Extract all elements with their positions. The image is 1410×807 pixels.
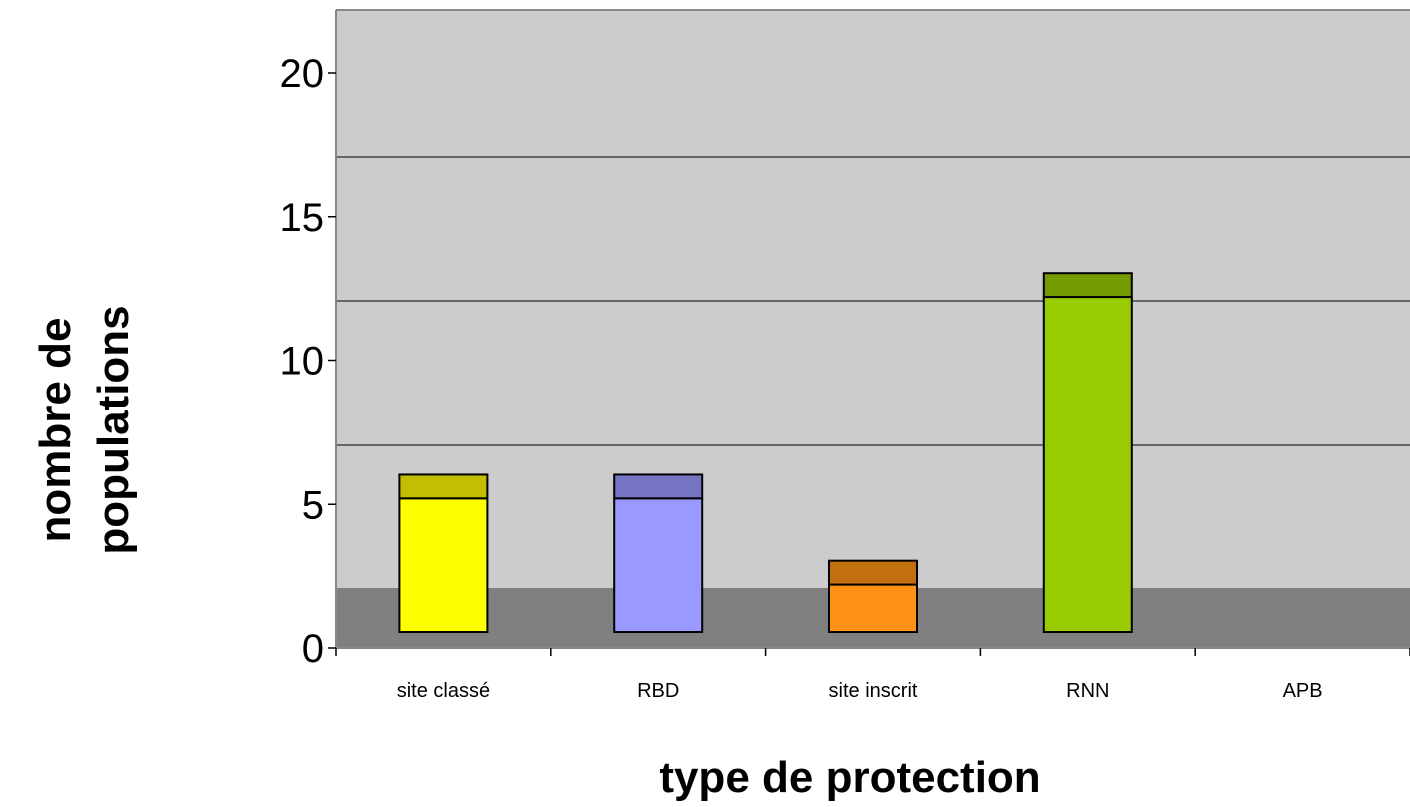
y-axis-title-line: populations — [89, 305, 138, 554]
bar-segment-lower-1 — [613, 497, 704, 633]
bar-segment-upper-3 — [1042, 272, 1133, 299]
bar-segment-upper-2 — [828, 559, 918, 586]
y-axis-title: nombre de populations — [31, 305, 138, 554]
x-category-label: APB — [1283, 680, 1323, 702]
x-category-label: RBD — [637, 680, 679, 702]
y-tick-label: 10 — [280, 340, 325, 384]
x-category-label: site classé — [397, 680, 490, 702]
bar-segment-lower-2 — [828, 583, 918, 633]
x-category-label: RNN — [1066, 680, 1109, 702]
y-tick-label: 20 — [280, 52, 325, 96]
bar-segment-lower-3 — [1042, 296, 1133, 633]
x-category-label: site inscrit — [829, 680, 918, 702]
x-axis-title: type de protection — [659, 753, 1040, 802]
bar-segment-upper-0 — [398, 473, 489, 500]
y-tick-label: 0 — [302, 627, 324, 671]
bar-segment-lower-0 — [398, 497, 489, 633]
y-tick-label: 15 — [280, 196, 325, 240]
plot-background — [336, 10, 1410, 648]
bar-segment-upper-1 — [613, 473, 704, 500]
y-tick-label: 5 — [302, 483, 324, 527]
y-axis-title-line: nombre de — [31, 318, 80, 543]
